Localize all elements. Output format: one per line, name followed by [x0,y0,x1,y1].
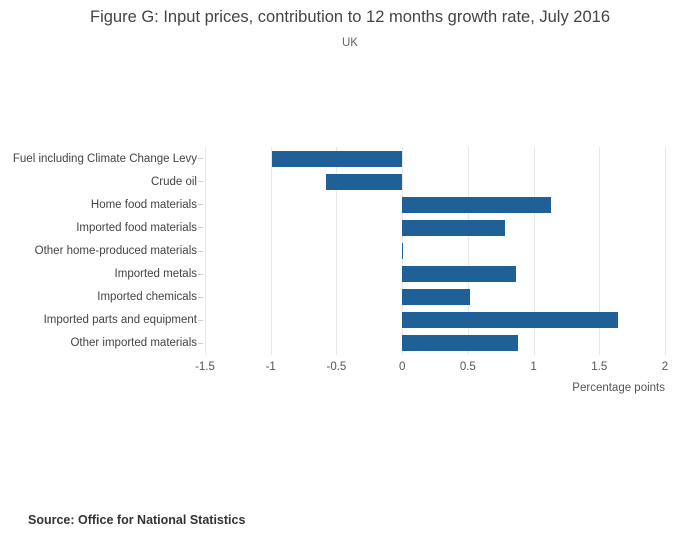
y-tick [198,319,203,321]
y-tick [198,250,203,252]
category-label: Imported food materials [76,221,197,234]
x-tick-label: 0.5 [459,361,476,373]
source-note: Source: Office for National Statistics [28,513,246,527]
y-tick [198,273,203,275]
y-tick [198,296,203,298]
x-axis-title: Percentage points [572,382,665,394]
bar-other-imported-materials [402,335,518,352]
y-tick [198,158,203,160]
bar-home-food-materials [402,196,551,213]
bar-imported-chemicals [402,289,471,306]
gridline [467,147,469,355]
x-tick-label: -1.5 [195,361,215,373]
y-tick [198,227,203,229]
category-label: Crude oil [150,175,197,188]
x-tick-label: 1.5 [591,361,608,373]
x-tick-label: -1 [265,361,276,373]
gridline [665,147,666,355]
gridline [270,147,272,355]
bar-imported-metals [402,266,517,283]
plot-area [198,147,666,355]
bar-imported-parts-and-equipment [402,312,618,329]
category-label: Fuel including Climate Change Levy [12,152,197,165]
x-axis-ticks: -1.5 -1 -0.5 0 0.5 1 1.5 2 [195,361,669,377]
y-tick [198,204,203,206]
y-tick [198,342,203,344]
gridline [599,147,601,355]
category-label: Other imported materials [70,337,197,350]
category-label: Imported metals [114,268,197,281]
x-tick-label: -0.5 [326,361,347,373]
x-tick-label: 2 [661,361,669,373]
bar-other-home-produced-materials [402,243,404,259]
bar-imported-food-materials [402,219,505,236]
x-tick-label: 1 [530,361,537,373]
category-label: Home food materials [90,198,197,211]
y-axis-labels: Fuel including Climate Change Levy Crude … [0,147,197,355]
x-tick-label: 0 [398,361,406,373]
gridline [533,147,535,355]
gridline [205,147,206,355]
gridline [336,147,338,355]
y-tick [198,181,203,183]
bar-crude-oil [325,173,403,190]
category-label: Imported chemicals [97,291,197,304]
bar-fuel-including-climate-change-levy [272,150,403,167]
category-label: Imported parts and equipment [43,314,197,327]
category-label: Other home-produced materials [34,245,197,257]
chart-title: Figure G: Input prices, contribution to … [89,8,611,26]
chart-subtitle: UK [342,37,358,49]
